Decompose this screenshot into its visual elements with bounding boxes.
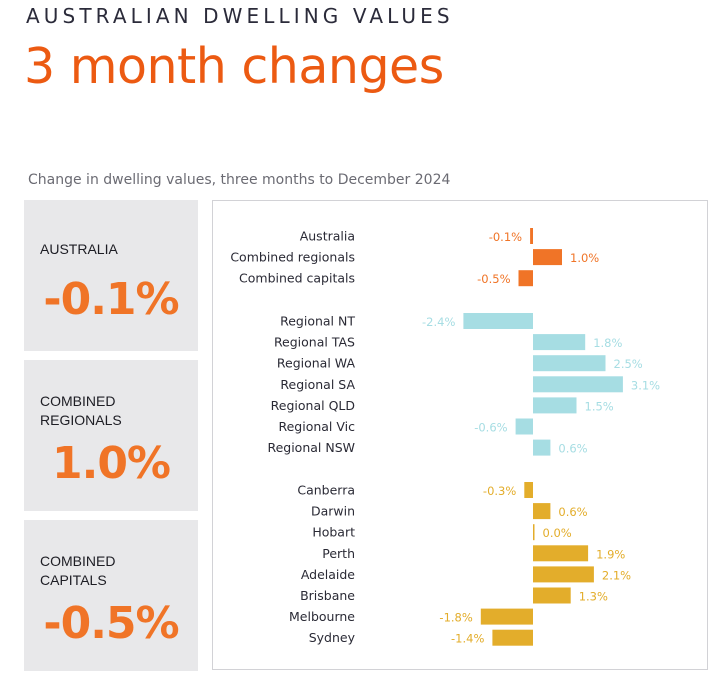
- category-label-hobart: Hobart: [312, 525, 355, 540]
- value-label-regional-wa: 2.5%: [614, 357, 643, 371]
- category-label-australia: Australia: [300, 229, 355, 244]
- chart-subtitle: Change in dwelling values, three months …: [28, 172, 451, 188]
- card-value-combined-capitals: -0.5%: [43, 598, 179, 649]
- category-label-combined-regionals: Combined regionals: [230, 250, 355, 265]
- card-value-australia: -0.1%: [43, 274, 179, 325]
- bar-chart: Australia -0.1% Combined regionals 1.0% Comb…: [230, 228, 660, 646]
- card-value-combined-regionals: 1.0%: [51, 438, 171, 489]
- category-label-regional-tas: Regional TAS: [274, 335, 355, 350]
- value-label-regional-tas: 1.8%: [593, 336, 622, 350]
- value-label-combined-capitals: -0.5%: [477, 272, 510, 286]
- value-label-hobart: 0.0%: [543, 526, 572, 540]
- category-label-brisbane: Brisbane: [300, 588, 355, 603]
- category-label-combined-capitals: Combined capitals: [239, 271, 355, 286]
- bar-regional-nsw: [533, 439, 551, 456]
- value-label-australia: -0.1%: [489, 230, 522, 244]
- bar-regional-tas: [533, 334, 586, 351]
- bar-regional-wa: [533, 355, 606, 372]
- category-label-regional-nsw: Regional NSW: [267, 440, 355, 455]
- category-label-perth: Perth: [322, 546, 355, 561]
- category-label-melbourne: Melbourne: [289, 609, 355, 624]
- value-label-darwin: 0.6%: [558, 505, 587, 519]
- bar-sydney: [492, 629, 533, 646]
- category-label-regional-qld: Regional QLD: [271, 398, 355, 413]
- category-label-canberra: Canberra: [297, 483, 355, 498]
- bar-regional-nt: [463, 313, 533, 329]
- bar-perth: [533, 545, 589, 562]
- category-label-regional-sa: Regional SA: [280, 377, 355, 392]
- bar-regional-vic: [515, 418, 533, 435]
- bar-darwin: [533, 503, 551, 520]
- value-label-regional-qld: 1.5%: [585, 399, 614, 413]
- value-label-regional-sa: 3.1%: [631, 378, 660, 392]
- value-label-canberra: -0.3%: [483, 484, 516, 498]
- value-label-perth: 1.9%: [596, 547, 625, 561]
- bar-regional-sa: [533, 376, 623, 393]
- bar-regional-qld: [533, 397, 577, 414]
- category-label-regional-nt: Regional NT: [280, 314, 355, 329]
- bar-canberra: [524, 482, 533, 498]
- value-label-regional-vic: -0.6%: [474, 421, 507, 435]
- bar-melbourne: [480, 608, 533, 625]
- bar-adelaide: [533, 566, 594, 583]
- value-label-combined-regionals: 1.0%: [570, 251, 599, 265]
- value-label-regional-nsw: 0.6%: [558, 442, 587, 456]
- bar-combined-regionals: [533, 249, 562, 266]
- card-australia: AUSTRALIA -0.1%: [24, 200, 198, 351]
- card-label-combined-regionals: COMBINED REGIONALS: [40, 393, 122, 428]
- chart-panel: Australia -0.1% Combined regionals 1.0% Comb…: [212, 200, 708, 670]
- value-label-melbourne: -1.8%: [439, 611, 472, 625]
- header-kicker: AUSTRALIAN DWELLING VALUES: [26, 4, 454, 28]
- category-label-regional-wa: Regional WA: [277, 356, 356, 371]
- bar-australia: [530, 228, 533, 244]
- card-combined-regionals: COMBINED REGIONALS 1.0%: [24, 360, 198, 511]
- value-label-brisbane: 1.3%: [579, 590, 608, 604]
- bar-combined-capitals: [518, 270, 533, 287]
- value-label-regional-nt: -2.4%: [422, 315, 455, 329]
- card-label-combined-capitals: COMBINED CAPITALS: [40, 553, 116, 588]
- card-combined-capitals: COMBINED CAPITALS -0.5%: [24, 520, 198, 671]
- category-label-adelaide: Adelaide: [301, 567, 355, 582]
- category-label-darwin: Darwin: [311, 504, 355, 519]
- card-label-australia: AUSTRALIA: [40, 241, 118, 257]
- category-label-sydney: Sydney: [309, 630, 356, 645]
- bar-hobart: [533, 524, 535, 541]
- category-label-regional-vic: Regional Vic: [278, 419, 355, 434]
- value-label-sydney: -1.4%: [451, 632, 484, 646]
- bar-brisbane: [533, 587, 571, 604]
- page-title: 3 month changes: [24, 38, 444, 95]
- value-label-adelaide: 2.1%: [602, 568, 631, 582]
